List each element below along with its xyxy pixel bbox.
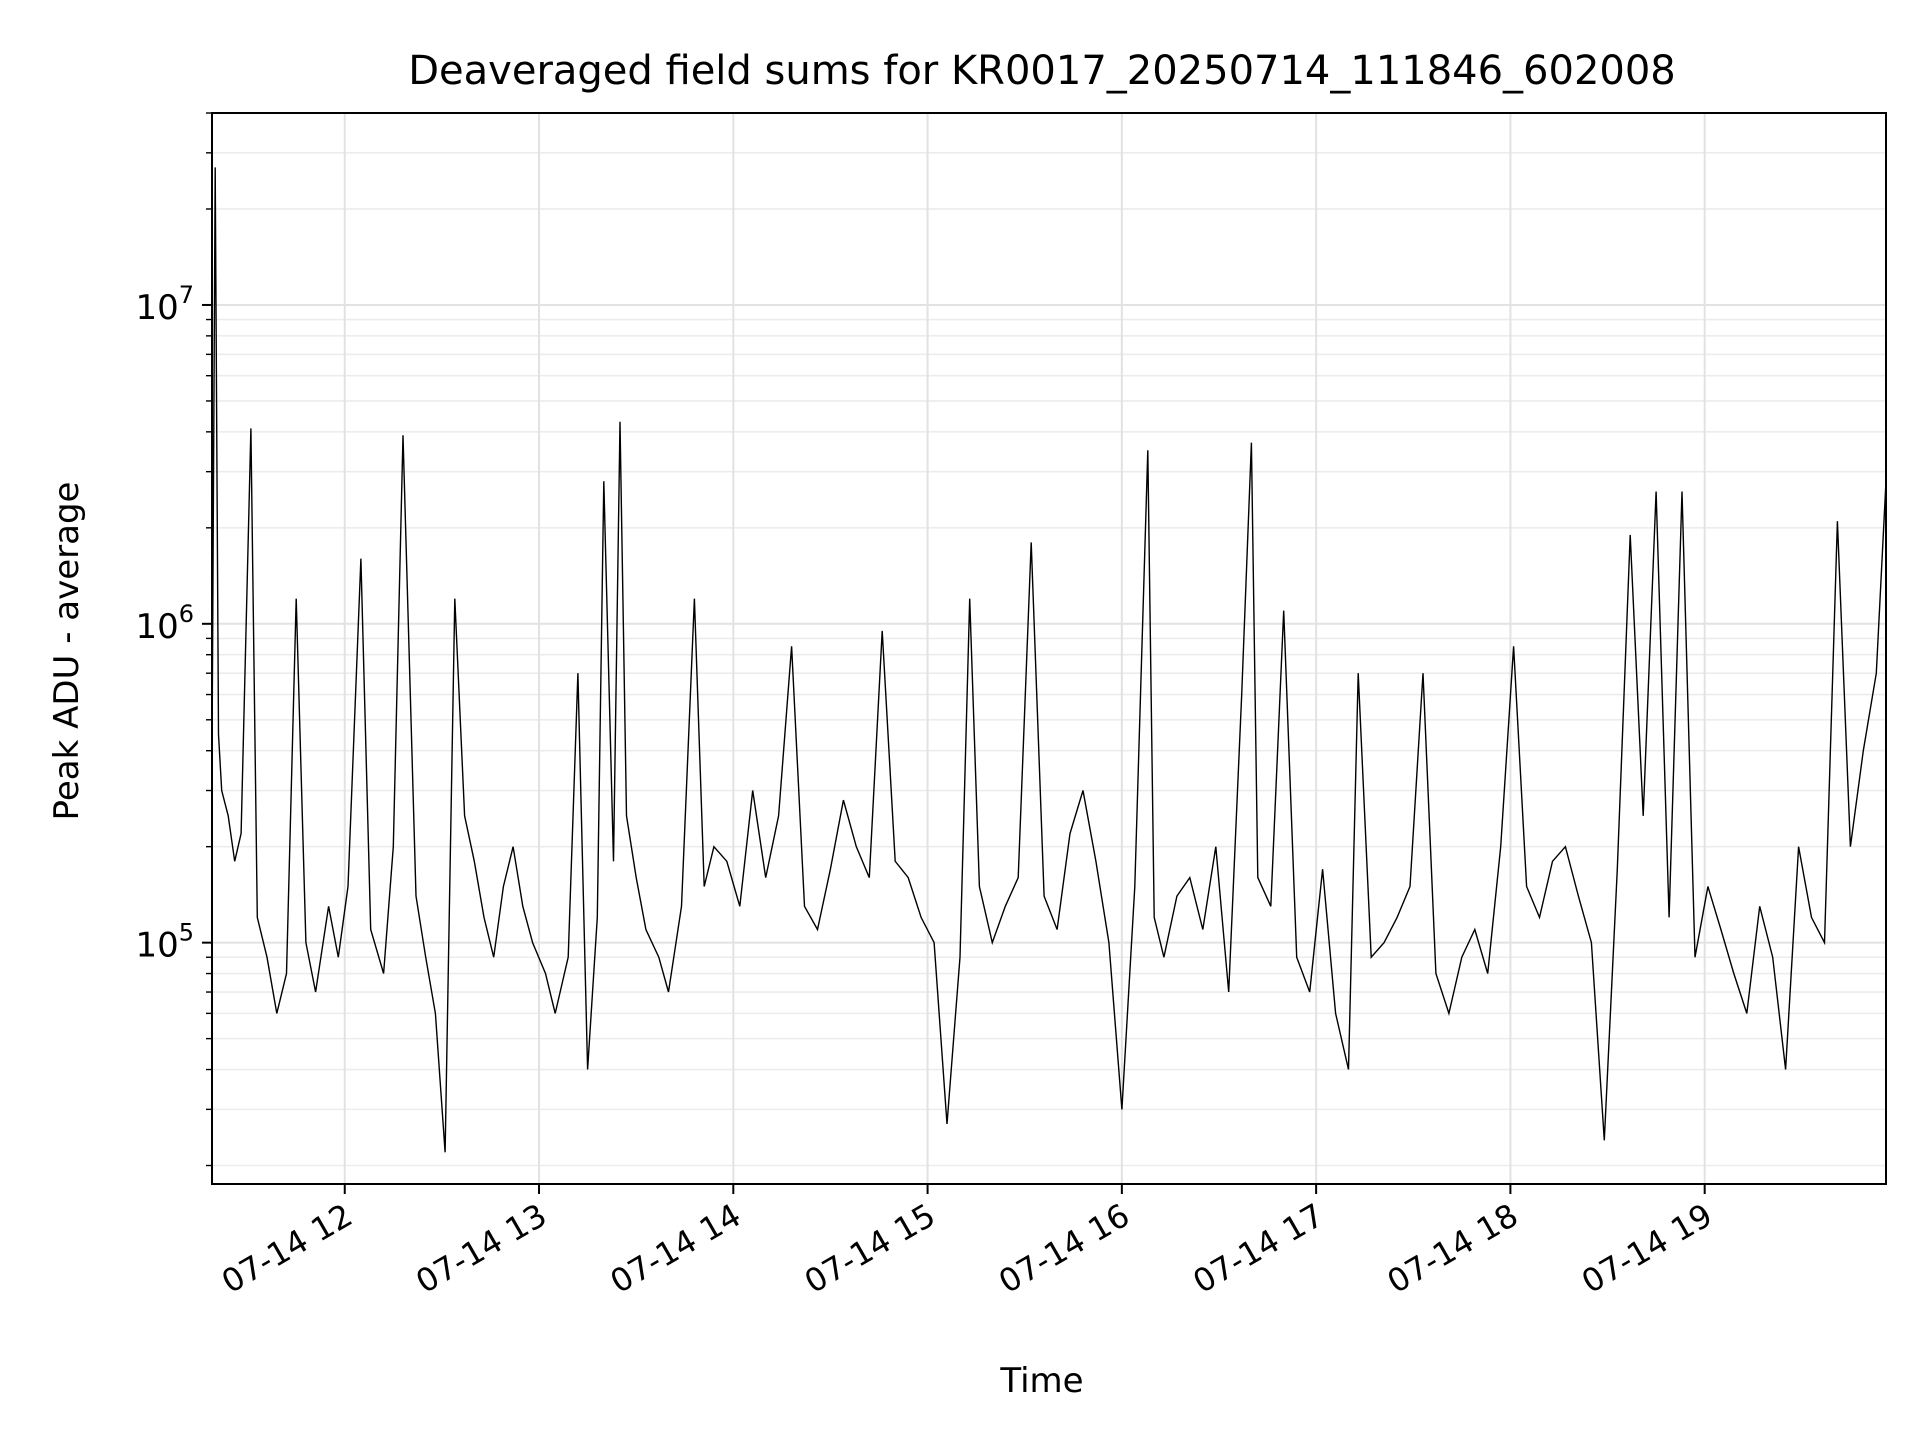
grid-lines <box>212 112 1886 1184</box>
plot-frame <box>211 112 1887 1185</box>
chart-title: Deaveraged field sums for KR0017_2025071… <box>408 48 1676 94</box>
x-axis-label: Time <box>999 1361 1083 1401</box>
series-line-peak-adu <box>211 167 1887 1153</box>
y-tick-label: 105 <box>135 919 194 966</box>
y-tick-label: 107 <box>135 281 194 328</box>
y-axis-label: Peak ADU - average <box>47 482 87 821</box>
y-tick-label: 106 <box>135 600 194 647</box>
